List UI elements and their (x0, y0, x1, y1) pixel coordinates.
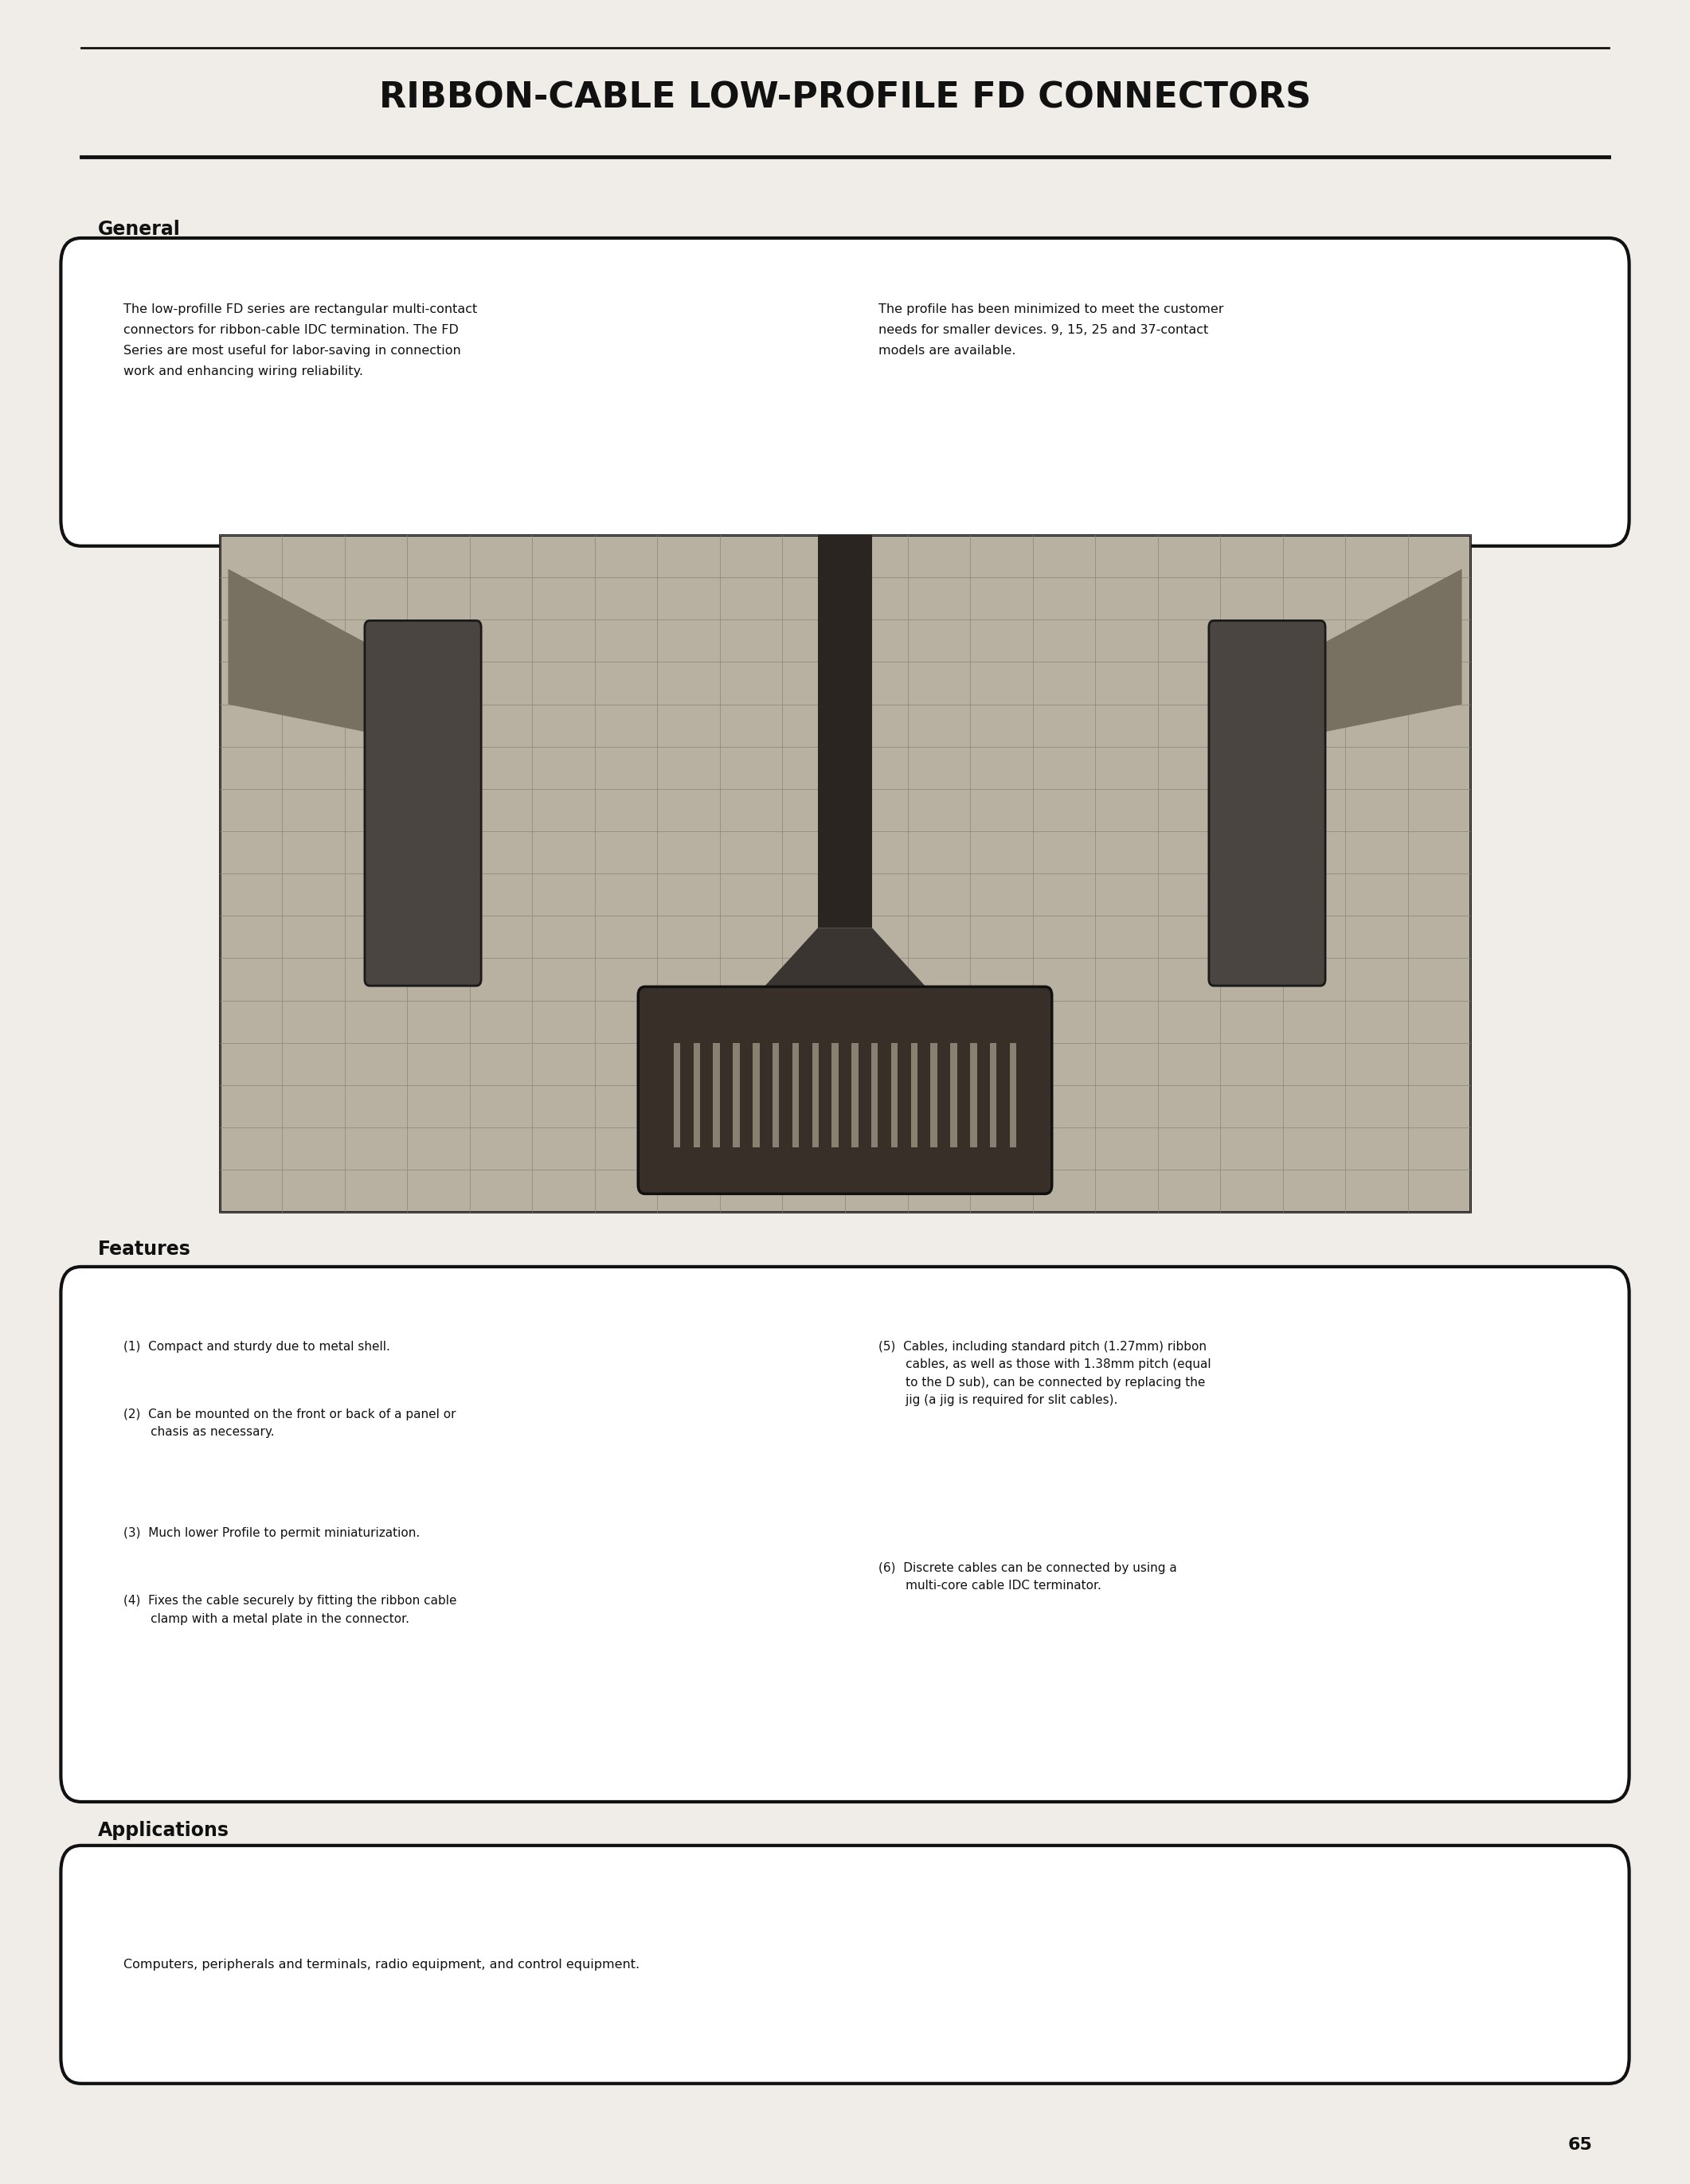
Text: (6)  Discrete cables can be connected by using a
       multi-core cable IDC ter: (6) Discrete cables can be connected by … (879, 1562, 1178, 1592)
FancyBboxPatch shape (852, 1044, 859, 1147)
FancyBboxPatch shape (831, 1044, 838, 1147)
FancyBboxPatch shape (793, 1044, 799, 1147)
Text: Computers, peripherals and terminals, radio equipment, and control equipment.: Computers, peripherals and terminals, ra… (123, 1959, 639, 1970)
FancyBboxPatch shape (811, 1044, 818, 1147)
Text: (2)  Can be mounted on the front or back of a panel or
       chasis as necessar: (2) Can be mounted on the front or back … (123, 1409, 456, 1439)
Text: Applications: Applications (98, 1821, 230, 1839)
Polygon shape (669, 928, 1021, 1090)
FancyBboxPatch shape (733, 1044, 740, 1147)
FancyBboxPatch shape (931, 1044, 938, 1147)
Text: RIBBON-CABLE LOW-PROFILE FD CONNECTORS: RIBBON-CABLE LOW-PROFILE FD CONNECTORS (379, 81, 1311, 116)
FancyBboxPatch shape (1208, 620, 1325, 985)
FancyBboxPatch shape (365, 620, 482, 985)
Text: (1)  Compact and sturdy due to metal shell.: (1) Compact and sturdy due to metal shel… (123, 1341, 390, 1352)
FancyBboxPatch shape (891, 1044, 897, 1147)
FancyBboxPatch shape (693, 1044, 700, 1147)
FancyBboxPatch shape (61, 1845, 1629, 2084)
FancyBboxPatch shape (61, 1267, 1629, 1802)
Polygon shape (1320, 568, 1462, 734)
Text: 65: 65 (1568, 2136, 1592, 2153)
FancyBboxPatch shape (752, 1044, 759, 1147)
FancyBboxPatch shape (990, 1044, 997, 1147)
Text: The low-profille FD series are rectangular multi-contact
connectors for ribbon-c: The low-profille FD series are rectangul… (123, 304, 477, 378)
FancyBboxPatch shape (713, 1044, 720, 1147)
Text: (5)  Cables, including standard pitch (1.27mm) ribbon
       cables, as well as : (5) Cables, including standard pitch (1.… (879, 1341, 1212, 1406)
FancyBboxPatch shape (220, 535, 1470, 1212)
Text: (3)  Much lower Profile to permit miniaturization.: (3) Much lower Profile to permit miniatu… (123, 1527, 419, 1540)
Text: The profile has been minimized to meet the customer
needs for smaller devices. 9: The profile has been minimized to meet t… (879, 304, 1224, 356)
Text: General: General (98, 221, 181, 238)
FancyBboxPatch shape (639, 987, 1051, 1195)
Text: (4)  Fixes the cable securely by fitting the ribbon cable
       clamp with a me: (4) Fixes the cable securely by fitting … (123, 1594, 456, 1625)
FancyBboxPatch shape (772, 1044, 779, 1147)
FancyBboxPatch shape (61, 238, 1629, 546)
Polygon shape (228, 568, 370, 734)
FancyBboxPatch shape (818, 535, 872, 928)
Text: Features: Features (98, 1241, 191, 1258)
FancyBboxPatch shape (950, 1044, 957, 1147)
FancyBboxPatch shape (911, 1044, 918, 1147)
FancyBboxPatch shape (674, 1044, 681, 1147)
FancyBboxPatch shape (872, 1044, 879, 1147)
FancyBboxPatch shape (970, 1044, 977, 1147)
FancyBboxPatch shape (1009, 1044, 1016, 1147)
